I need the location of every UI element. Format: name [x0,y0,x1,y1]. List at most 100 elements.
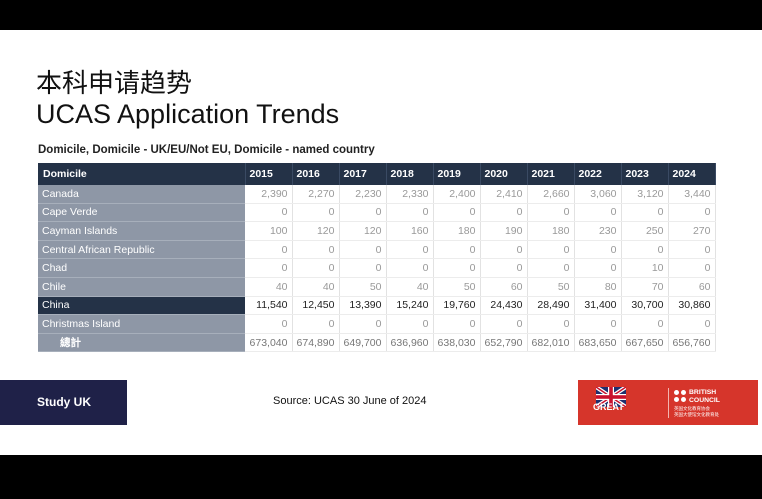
cell-value: 120 [292,221,340,241]
country-name: Cayman Islands [38,221,245,241]
cell-value: 682,010 [527,333,575,353]
cell-value: 0 [292,314,340,334]
cell-value: 30,700 [621,296,669,316]
table-row: Cayman Islands 100 120 120 160 180 190 180 230 25… [38,221,716,241]
cell-value: 0 [480,258,528,278]
cell-value: 0 [433,240,481,260]
cell-value: 0 [339,258,387,278]
table-row: Canada 2,390 2,270 2,230 2,330 2,400 2,410 2,66… [38,185,716,204]
cell-value: 649,700 [339,333,387,353]
cell-value: 0 [621,314,669,334]
year-header: 2020 [480,163,528,185]
cell-value: 683,650 [574,333,622,353]
table-subtitle: Domicile, Domicile - UK/EU/Not EU, Domic… [38,144,375,156]
cell-value: 2,410 [480,185,528,204]
year-header: 2016 [292,163,340,185]
cell-value: 0 [386,258,434,278]
cell-value: 250 [621,221,669,241]
cell-value: 28,490 [527,296,575,316]
cell-value: 0 [574,258,622,278]
cell-value: 60 [480,277,528,297]
year-header: 2018 [386,163,434,185]
cell-value: 0 [527,314,575,334]
cell-value: 31,400 [574,296,622,316]
cell-value: 0 [245,203,293,223]
cell-value: 80 [574,277,622,297]
cell-value: 652,790 [480,333,528,353]
cell-value: 0 [480,314,528,334]
british-council-chinese-name: 英国文化教育协会 英国大使馆文化教育处 [674,407,719,418]
cell-value: 636,960 [386,333,434,353]
cell-value: 0 [339,240,387,260]
table-row: Central African Republic 0 0 0 0 0 0 0 0 0 0 [38,240,716,260]
cell-value: 2,330 [386,185,434,204]
cell-value: 2,400 [433,185,481,204]
cell-value: 674,890 [292,333,340,353]
table-row: Chile 40 40 50 40 50 60 50 80 70 60 [38,277,716,297]
logo-divider [668,388,669,418]
cell-value: 30,860 [668,296,716,316]
cell-value: 638,030 [433,333,481,353]
cell-value: 0 [527,258,575,278]
cell-value: 70 [621,277,669,297]
cell-value: 0 [668,258,716,278]
cell-value: 3,060 [574,185,622,204]
cell-value: 230 [574,221,622,241]
cell-value: 0 [339,314,387,334]
cell-value: 0 [292,258,340,278]
applications-table: Domicile 2015 2016 2017 2018 2019 2020 2… [38,163,716,353]
partner-logos: GREAT BRITISH COUNCIL 英国文化教育协会 英国大使馆文化教育… [578,380,758,425]
cell-value: 0 [621,203,669,223]
total-label: 總計 [38,333,245,353]
cell-value: 0 [668,240,716,260]
cell-value: 2,230 [339,185,387,204]
year-header: 2022 [574,163,622,185]
cell-value: 2,660 [527,185,575,204]
cell-value: 0 [433,203,481,223]
study-uk-logo: Study UK [0,380,127,425]
slide-title-english: UCAS Application Trends [36,99,340,129]
cell-value: 160 [386,221,434,241]
year-header: 2017 [339,163,387,185]
country-name: Cape Verde [38,203,245,223]
country-name: Central African Republic [38,240,245,260]
cell-value: 24,430 [480,296,528,316]
year-header: 2015 [245,163,293,185]
cell-value: 0 [386,314,434,334]
british-council-dots-icon [674,390,686,402]
cell-value: 2,390 [245,185,293,204]
cell-value: 60 [668,277,716,297]
great-logo-text: GREAT [593,402,624,412]
union-flag-icon [596,387,626,407]
cell-value: 50 [433,277,481,297]
cell-value: 0 [480,240,528,260]
cell-value: 11,540 [245,296,293,316]
cell-value: 0 [480,203,528,223]
country-name: Christmas Island [38,314,245,334]
cell-value: 180 [527,221,575,241]
cell-value: 656,760 [668,333,716,353]
cell-value: 3,440 [668,185,716,204]
cell-value: 2,270 [292,185,340,204]
year-header: 2021 [527,163,575,185]
cell-value: 180 [433,221,481,241]
cell-value: 3,120 [621,185,669,204]
cell-value: 0 [339,203,387,223]
cell-value: 0 [245,258,293,278]
cell-value: 19,760 [433,296,481,316]
cell-value: 15,240 [386,296,434,316]
source-note: Source: UCAS 30 June of 2024 [273,395,427,407]
table-row: Cape Verde 0 0 0 0 0 0 0 0 0 0 [38,203,716,223]
cell-value: 0 [668,314,716,334]
cell-value: 0 [292,240,340,260]
slide: 本科申请趋势 UCAS Application Trends Domicile,… [0,30,762,455]
table-body: Canada 2,390 2,270 2,230 2,330 2,400 2,410 2,66… [38,185,716,353]
year-header: 2023 [621,163,669,185]
cell-value: 0 [245,240,293,260]
cell-value: 0 [292,203,340,223]
cell-value: 0 [527,240,575,260]
cell-value: 50 [339,277,387,297]
cell-value: 190 [480,221,528,241]
cell-value: 40 [386,277,434,297]
cell-value: 12,450 [292,296,340,316]
